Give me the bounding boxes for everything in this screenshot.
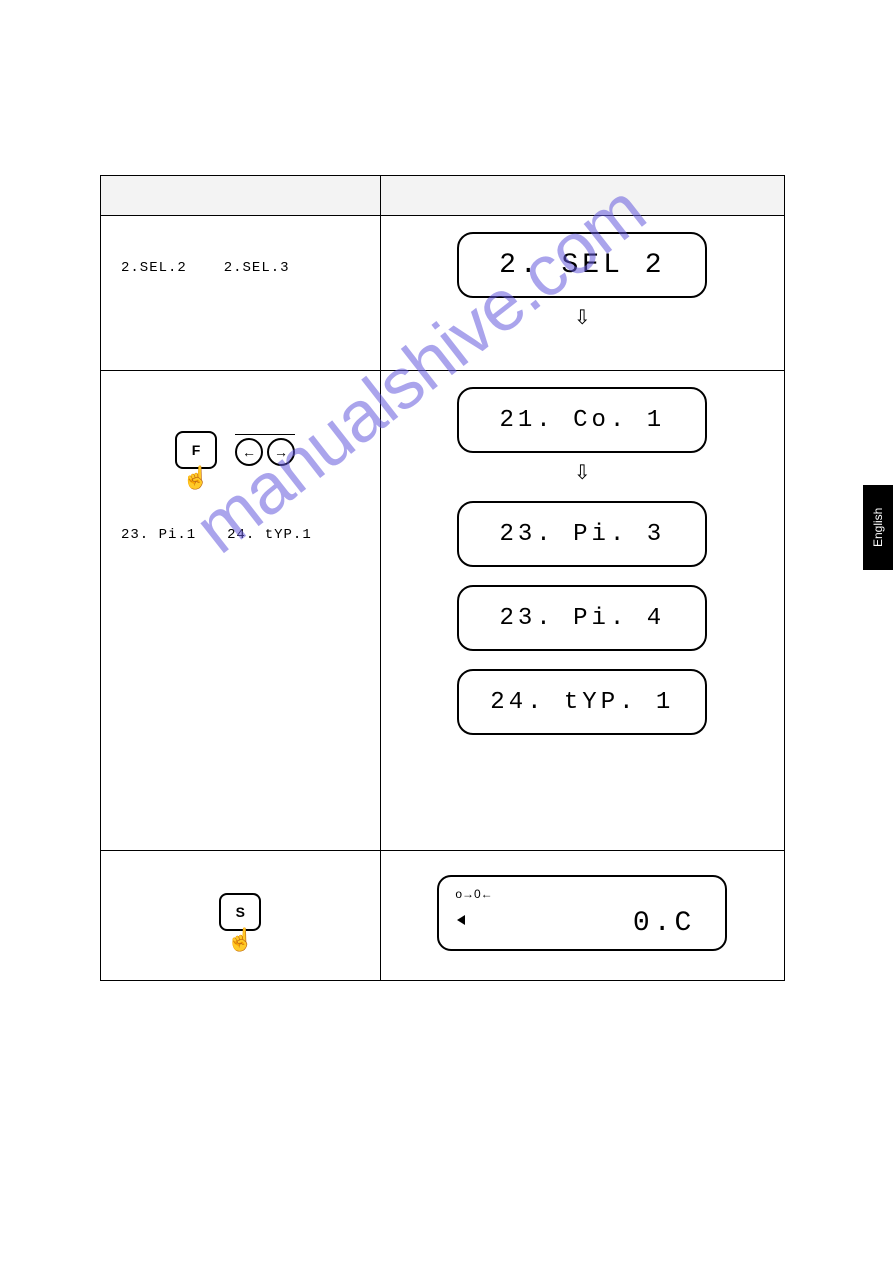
- language-tab: English: [863, 485, 893, 570]
- row3-right-cell: o→0← 0.C: [380, 851, 784, 981]
- table-row: S ☝ o→0← 0.C: [101, 851, 785, 981]
- lcd-value: 24. tYP. 1: [490, 689, 674, 716]
- row3-left-cell: S ☝: [101, 851, 381, 981]
- lcd-value: 21. Co. 1: [500, 407, 666, 434]
- lcd-display: 24. tYP. 1: [457, 669, 707, 735]
- lcd-display: 2. SEL 2: [457, 232, 707, 298]
- arrow-key-pair: ← →: [235, 434, 295, 466]
- row2-left-cell: F ☝ ← → 23. Pi.1 24. tYP.1: [101, 371, 381, 851]
- row2-right-cell: 21. Co. 1 ⇩ 23. Pi. 3 23. Pi. 4 24. tYP.…: [380, 371, 784, 851]
- lcd-value: 0.C: [633, 908, 695, 939]
- manual-table-region: 2.SEL.2 2.SEL.3 2. SEL 2 ⇩: [100, 175, 785, 981]
- table-row: 2.SEL.2 2.SEL.3 2. SEL 2 ⇩: [101, 216, 785, 371]
- lcd-value: 2. SEL 2: [499, 250, 665, 281]
- lcd-display: 23. Pi. 3: [457, 501, 707, 567]
- f-key-button[interactable]: F ☝: [175, 431, 217, 469]
- arrow-right-button[interactable]: →: [267, 438, 295, 466]
- header-cell-left: [101, 176, 381, 216]
- hand-press-icon: ☝: [182, 467, 209, 489]
- label-text: 24. tYP.1: [227, 527, 312, 543]
- key-label: F: [192, 442, 201, 458]
- lcd-zero-symbol: o→0←: [455, 887, 492, 901]
- lcd-value: 23. Pi. 3: [500, 521, 666, 548]
- lcd-display: 21. Co. 1: [457, 387, 707, 453]
- arrow-left-button[interactable]: ←: [235, 438, 263, 466]
- key-label: S: [236, 904, 245, 920]
- label-text: 2.SEL.3: [224, 260, 290, 276]
- lcd-display-zero: o→0← 0.C: [437, 875, 727, 951]
- table-header-row: [101, 176, 785, 216]
- label-text: 23. Pi.1: [121, 527, 196, 543]
- table-row: F ☝ ← → 23. Pi.1 24. tYP.1: [101, 371, 785, 851]
- s-key-button[interactable]: S ☝: [219, 893, 261, 931]
- triangle-indicator-icon: [457, 915, 465, 925]
- hand-press-icon: ☝: [227, 929, 254, 951]
- row1-right-cell: 2. SEL 2 ⇩: [380, 216, 784, 371]
- down-arrow-icon: ⇩: [574, 308, 591, 328]
- row1-left-cell: 2.SEL.2 2.SEL.3: [101, 216, 381, 371]
- header-cell-right: [380, 176, 784, 216]
- label-text: 2.SEL.2: [121, 260, 187, 276]
- instruction-table: 2.SEL.2 2.SEL.3 2. SEL 2 ⇩: [100, 175, 785, 981]
- down-arrow-icon: ⇩: [574, 463, 591, 483]
- lcd-value: 23. Pi. 4: [500, 605, 666, 632]
- lcd-display: 23. Pi. 4: [457, 585, 707, 651]
